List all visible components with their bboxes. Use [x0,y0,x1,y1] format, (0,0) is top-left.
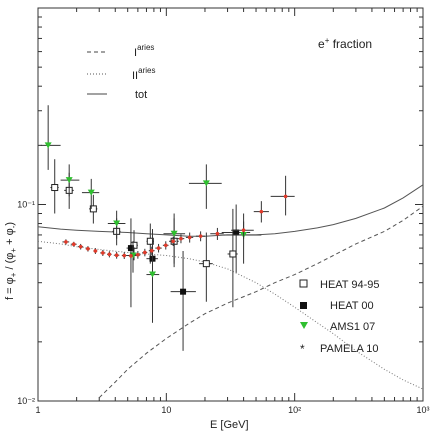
legend-marker-label-ams107: AMS1 07 [330,321,375,333]
marker-legend: HEAT 94-95 HEAT 00 AMS1 07 * PAMELA 10 [299,279,380,356]
legend-line-label-tot: tot [135,89,147,101]
x-axis-title: E [GeV] [210,419,249,431]
data-point [107,252,112,257]
data-point [71,242,76,247]
data-point [113,220,121,227]
series-heat-00 [126,204,251,351]
y-tick-label: 10⁻² [17,396,35,406]
line-legend: Iaries IIaries tot [87,43,155,101]
series-pamela-10 [62,175,295,260]
axis-ticks: 1 10 10² 10³ 10⁻² 10⁻¹ [17,8,430,415]
series-ams1-07 [40,105,262,323]
legend-marker-green-triangle [300,322,308,329]
data-point [170,230,178,237]
data-point [215,231,220,236]
legend-marker-label-pamela10: PAMELA 10 [320,343,379,355]
data-point [187,235,192,240]
data-point [171,239,175,244]
chart-title: e+ fraction [318,36,372,51]
data-point [129,254,133,258]
legend-line-label-I: Iaries [134,43,154,59]
legend-line-label-II: IIaries [132,66,155,82]
data-point [229,250,237,258]
data-point [179,236,183,241]
data-point [156,246,161,250]
data-point [202,260,210,268]
chart-title-rest: fraction [329,37,372,51]
data-point [44,142,52,149]
x-tick-label: 10³ [416,405,429,415]
x-tick-label: 10² [288,405,301,415]
y-axis-title: f = φ+ / (φ+ + φ-) [4,222,18,300]
data-point [143,250,147,255]
data-point [51,184,59,192]
data-point [101,251,105,255]
chart-title-sup: + [325,36,330,45]
data-point [233,229,240,236]
data-point [93,249,98,253]
data-point [86,247,90,251]
data-point [127,245,134,252]
legend-marker-open-square [299,279,308,288]
data-point [114,253,119,258]
y-tick-label: 10⁻¹ [17,200,35,210]
data-point [65,177,73,184]
data-point [149,248,154,253]
x-tick-label: 10 [161,405,171,415]
model-curves [37,184,424,399]
legend-marker-label-heat00: HEAT 00 [330,300,374,312]
data-point [259,209,264,214]
curve-i [98,205,424,399]
data-points [40,105,295,351]
chart-title-base: e [318,37,325,51]
data-point [136,252,140,257]
data-point [146,237,154,245]
data-point [241,228,246,232]
data-point [64,240,68,244]
data-point [283,194,288,199]
data-point [89,205,97,213]
data-point [148,271,156,278]
data-point [198,234,203,238]
data-point [87,189,95,196]
data-point [163,243,168,248]
curve-ii [37,240,424,390]
data-point [78,244,83,249]
data-point [202,180,210,187]
data-point [180,288,187,295]
legend-marker-filled-square [300,302,307,309]
legend-marker-label-heat9495: HEAT 94-95 [320,279,380,291]
legend-marker-red-star: * [300,342,305,356]
data-point [122,253,127,258]
x-tick-label: 1 [35,405,40,415]
